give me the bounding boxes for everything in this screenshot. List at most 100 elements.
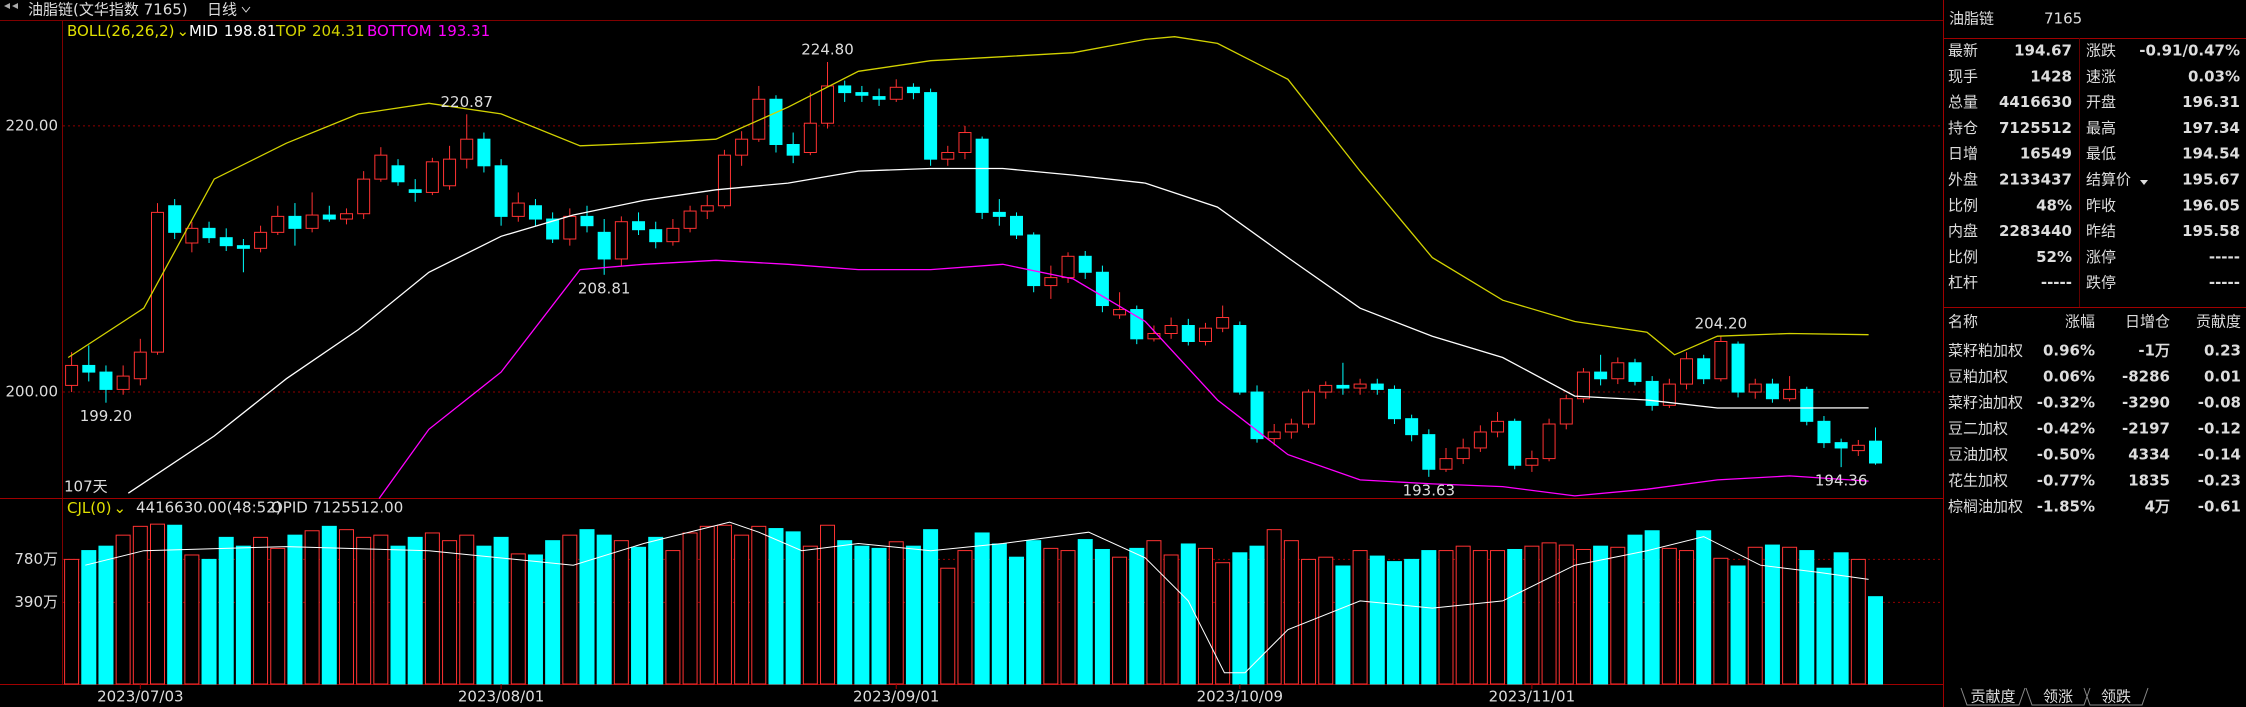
quote-label: 开盘 <box>2086 93 2116 111</box>
candle-body <box>65 364 79 386</box>
constituent-cell: 豆粕加权 <box>1948 368 2008 386</box>
constituent-cell: -0.14 <box>2198 446 2241 464</box>
volume-bar <box>218 536 234 685</box>
volume-bar <box>493 536 509 685</box>
candle-body <box>288 215 302 229</box>
candle-body <box>1164 325 1178 334</box>
candle-body <box>271 215 285 233</box>
candle-body <box>1525 458 1539 466</box>
candle-body <box>700 205 714 212</box>
volume-bar <box>1197 547 1213 685</box>
quote-title: 油脂链 <box>1949 10 1994 28</box>
volume-bar <box>1782 546 1798 685</box>
volume-bar <box>734 534 750 685</box>
open-interest-line <box>85 521 1869 674</box>
candle-body <box>391 165 405 183</box>
candle-body <box>236 245 250 249</box>
quote-label: 现手 <box>1948 67 1978 85</box>
candle-body <box>580 215 594 227</box>
volume-bar <box>1661 547 1677 685</box>
volume-bar <box>871 547 887 685</box>
volume-bar <box>407 536 423 685</box>
candle-body <box>1095 271 1109 307</box>
constituent-cell: 豆二加权 <box>1948 420 2008 438</box>
volume-bar <box>613 540 629 685</box>
constituent-cell: 菜籽粕加权 <box>1948 342 2023 360</box>
candle-body <box>1800 388 1814 422</box>
x-tick-label: 2023/08/01 <box>458 688 544 706</box>
volume-bar <box>1060 550 1076 685</box>
candle-body <box>1010 215 1023 236</box>
candle-body <box>511 202 525 217</box>
candle-body <box>1267 431 1281 440</box>
volume-bar <box>1644 530 1660 685</box>
candle-body <box>322 214 336 220</box>
candle-body <box>339 213 353 220</box>
volume-bar <box>1730 565 1746 685</box>
period-select[interactable]: 日线 <box>207 1 237 19</box>
quote-label: 总量 <box>1948 93 1978 111</box>
candle-body <box>1731 343 1745 393</box>
volume-bar <box>287 534 303 685</box>
volume-bar <box>1026 540 1042 685</box>
volume-bar <box>648 536 664 685</box>
legend-name: MID <box>189 22 218 40</box>
chevron: ⌄ <box>114 499 127 517</box>
candle-body <box>1198 327 1212 342</box>
quote-label: 最高 <box>2086 119 2116 137</box>
quote-label: 持仓 <box>1948 119 1978 137</box>
back-icon[interactable] <box>4 3 18 9</box>
volume-bar <box>820 524 836 685</box>
tab-shape <box>2083 687 2149 706</box>
volume-bar <box>1679 550 1695 685</box>
price-annotation: 224.80 <box>801 40 854 58</box>
candle-body <box>443 158 457 187</box>
volume-bar <box>1094 548 1110 685</box>
constituent-cell: -1.85% <box>2037 498 2095 516</box>
candle-body <box>1370 383 1384 390</box>
volume-bar <box>562 534 578 685</box>
tab[interactable]: 领跌 <box>2083 687 2149 706</box>
candle-body <box>1250 391 1264 440</box>
candle-body <box>1387 388 1401 420</box>
candle-body <box>614 221 628 260</box>
constituent-cell: -8286 <box>2122 368 2170 386</box>
volume-bar <box>442 540 458 685</box>
candle-body <box>1645 380 1659 406</box>
candle-body <box>924 92 938 160</box>
candle-body <box>1456 447 1470 460</box>
candle-body <box>1714 340 1728 380</box>
legend-value: 193.31 <box>438 22 491 40</box>
candle-body <box>717 154 731 207</box>
volume-bar <box>1558 544 1574 685</box>
candle-body <box>1576 371 1590 400</box>
volume-bar <box>115 534 131 685</box>
legend-entry: TOP 204.31 <box>275 22 365 40</box>
quote-label: 最新 <box>1948 42 1978 60</box>
volume-bar <box>837 540 853 685</box>
boll-line <box>127 167 1869 494</box>
quote-label: 涨跌 <box>2086 42 2116 60</box>
volume-bar <box>1129 547 1145 685</box>
column-header: 日增仓 <box>2125 313 2170 331</box>
tab-label: 贡献度 <box>1970 688 2015 706</box>
quote-value: 2133437 <box>1999 171 2072 189</box>
volume-bar <box>596 534 612 685</box>
tab[interactable]: 贡献度 <box>1960 688 2026 706</box>
quote-value: 195.67 <box>2182 171 2240 189</box>
volume-bar <box>321 525 337 685</box>
quote-value: 16549 <box>2020 145 2072 163</box>
dropdown-arrow[interactable] <box>2140 180 2148 185</box>
volume-bar <box>1369 555 1385 685</box>
candle-body <box>906 86 920 94</box>
candle-body <box>1508 420 1522 466</box>
candle-body <box>838 85 852 94</box>
chevron: ⌄ <box>177 22 190 40</box>
candle-body <box>82 364 96 373</box>
quote-value: 52% <box>2036 248 2072 266</box>
volume-bar <box>98 545 114 685</box>
volume-bar <box>167 524 183 685</box>
volume-bar <box>270 547 286 685</box>
header-title: 油脂链(文华指数 7165) <box>28 1 188 19</box>
constituent-cell: -3290 <box>2122 394 2170 412</box>
